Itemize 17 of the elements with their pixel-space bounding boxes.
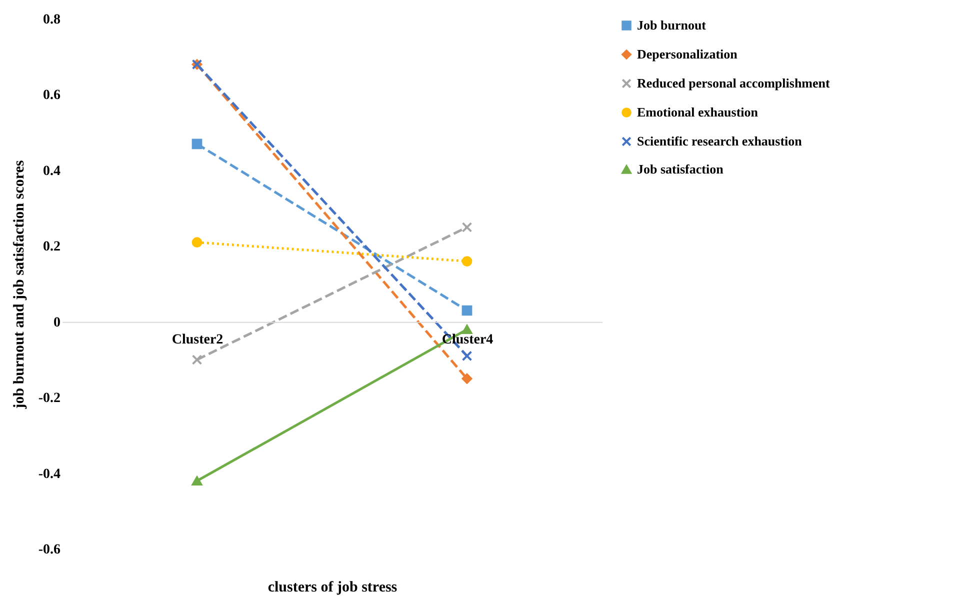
legend-label: Scientific research exhaustion xyxy=(637,134,803,148)
legend-label: Depersonalization xyxy=(637,46,738,62)
y-tick-label: -0.6 xyxy=(38,542,60,558)
legend-label: Reduced personal accomplishment xyxy=(637,76,830,90)
legend-label: Job burnout xyxy=(637,18,707,32)
y-tick-label: 0.8 xyxy=(43,12,60,28)
y-tick-label: 0 xyxy=(54,315,60,330)
legend-label: Job satisfaction xyxy=(637,162,724,176)
y-tick-label: 0.6 xyxy=(43,88,60,104)
x-axis-title: clusters of job stress xyxy=(268,580,398,596)
y-tick-label: 0.4 xyxy=(43,164,60,179)
y-axis-title: job burnout and job satisfaction scores xyxy=(11,160,28,410)
y-tick-label: -0.2 xyxy=(38,391,60,406)
legend-label: Emotional exhaustion xyxy=(637,104,759,120)
y-tick-label: -0.4 xyxy=(38,466,60,482)
x-tick-label: Cluster2 xyxy=(172,332,224,348)
y-tick-label: 0.2 xyxy=(43,240,60,255)
